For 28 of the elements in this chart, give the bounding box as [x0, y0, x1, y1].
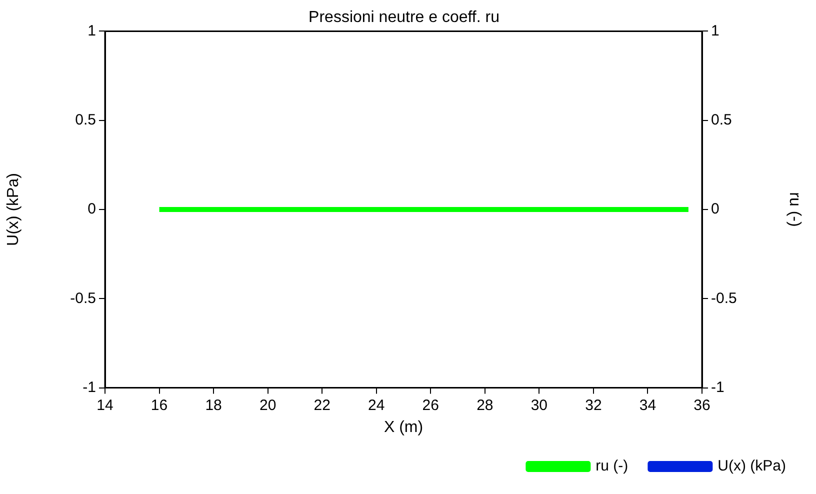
x-tick-label: 26 [422, 396, 439, 414]
x-tick-label: 20 [259, 396, 276, 414]
x-tick-label: 22 [314, 396, 330, 414]
y-tick-label: -1 [82, 378, 96, 396]
x-tick-label: 28 [476, 396, 494, 414]
legend-label: U(x) (kPa) [718, 458, 786, 475]
y-tick-label: -0.5 [70, 290, 96, 307]
y-tick-label: 0.5 [75, 111, 96, 128]
x-tick-label: 24 [368, 396, 385, 414]
x-tick-label: 14 [96, 396, 114, 414]
x-tick-label: 30 [530, 396, 548, 414]
x-tick-label: 36 [694, 396, 710, 414]
y2-tick-label: -0.5 [711, 290, 737, 307]
y2-axis-title: ru (-) [786, 192, 803, 227]
x-axis-title: X (m) [384, 418, 424, 436]
chart-title: Pressioni neutre e coeff. ru [308, 9, 500, 26]
x-tick-label: 34 [639, 396, 656, 414]
x-tick-label: 16 [150, 396, 168, 414]
y2-tick-label: 0.5 [711, 111, 732, 128]
y-axis-title: U(x) (kPa) [5, 173, 22, 246]
y-tick-label: 0 [88, 200, 96, 218]
y2-tick-label: -1 [711, 378, 724, 396]
y-tick-label: 1 [88, 22, 96, 40]
y2-tick-label: 0 [711, 200, 720, 218]
x-tick-label: 32 [585, 396, 602, 414]
legend-label: ru (-) [596, 458, 628, 475]
x-tick-label: 18 [205, 396, 222, 414]
y2-tick-label: 1 [711, 22, 720, 40]
